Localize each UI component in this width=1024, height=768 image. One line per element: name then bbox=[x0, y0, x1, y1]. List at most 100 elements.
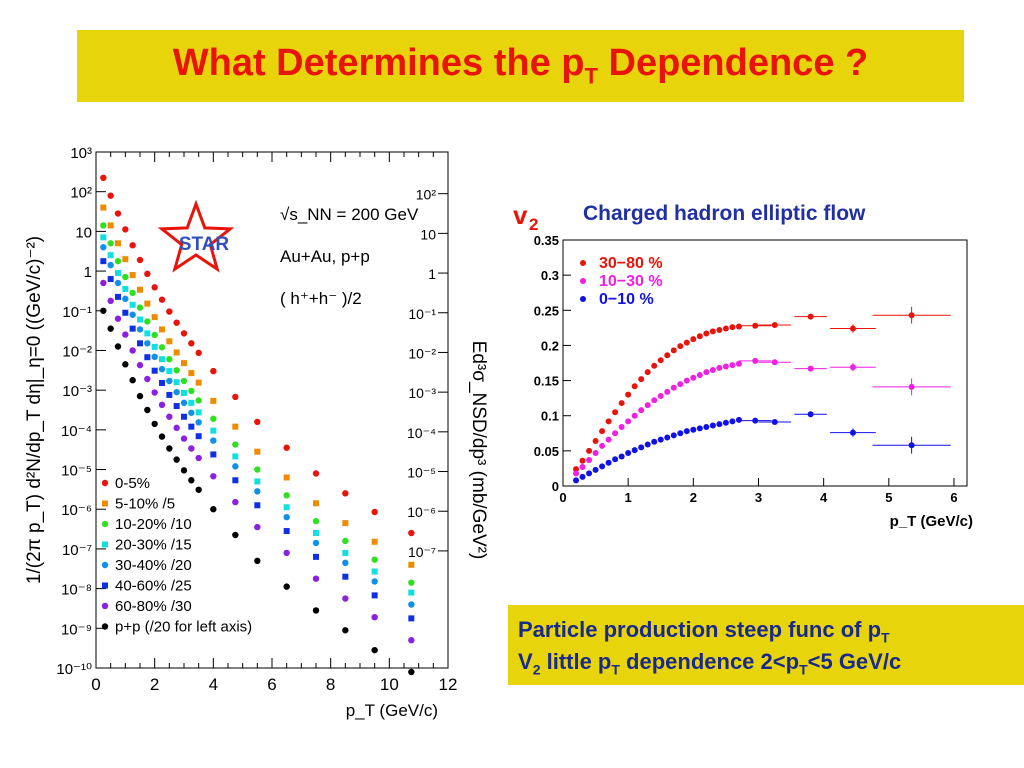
legend-label: 10−30 % bbox=[599, 273, 663, 290]
data-point bbox=[586, 447, 593, 454]
data-point bbox=[166, 391, 173, 398]
y-symbol: v bbox=[513, 200, 528, 230]
data-point bbox=[136, 326, 144, 333]
y-right-tick-label: 10 bbox=[420, 226, 436, 242]
data-point bbox=[722, 419, 729, 426]
data-point bbox=[195, 379, 202, 386]
data-point bbox=[408, 561, 415, 568]
data-point bbox=[210, 451, 217, 458]
data-point bbox=[100, 279, 107, 287]
data-point bbox=[151, 367, 158, 374]
data-point bbox=[371, 578, 378, 585]
data-point bbox=[151, 284, 158, 291]
conclusion-line-1-sub: T bbox=[881, 629, 890, 646]
data-point bbox=[151, 420, 158, 428]
data-point bbox=[100, 234, 107, 241]
legend-marker bbox=[101, 623, 109, 630]
data-point bbox=[173, 403, 180, 410]
data-point bbox=[408, 637, 415, 644]
data-point bbox=[342, 490, 349, 497]
y-right-tick-label: 10² bbox=[416, 187, 437, 203]
y-tick-label: 10⁻⁷ bbox=[62, 542, 92, 559]
data-point bbox=[690, 426, 697, 433]
data-point bbox=[342, 537, 349, 545]
data-point bbox=[408, 668, 415, 676]
data-point bbox=[573, 466, 580, 473]
data-point bbox=[771, 322, 778, 329]
data-point bbox=[114, 315, 122, 322]
data-point bbox=[703, 330, 710, 337]
legend-marker bbox=[101, 602, 109, 610]
x-tick-label: 6 bbox=[950, 490, 957, 505]
data-point bbox=[605, 459, 612, 466]
y-tick-label: 10³ bbox=[70, 145, 92, 162]
data-point bbox=[107, 276, 114, 283]
data-point bbox=[254, 448, 261, 455]
data-point bbox=[908, 442, 915, 449]
data-point bbox=[677, 343, 684, 350]
data-point bbox=[136, 361, 144, 369]
data-point bbox=[696, 425, 703, 432]
data-point bbox=[752, 322, 759, 329]
data-point bbox=[254, 418, 261, 426]
data-point bbox=[181, 413, 187, 420]
spectra-chart-svg: 0 2 4 6 8 10 1210³10²10110⁻¹10⁻²10⁻³10⁻⁴10⁻⁵10… bbox=[24, 145, 489, 720]
x-tick-label: 1 bbox=[625, 490, 632, 505]
data-point bbox=[696, 333, 703, 340]
data-point bbox=[651, 397, 658, 404]
chart-title: Charged hadron elliptic flow bbox=[583, 202, 866, 225]
data-point bbox=[283, 504, 290, 511]
x-tick-label: 6 bbox=[267, 675, 276, 694]
data-point bbox=[599, 463, 606, 470]
data-point bbox=[670, 347, 677, 354]
data-point bbox=[100, 244, 107, 251]
data-point bbox=[188, 387, 195, 395]
data-point bbox=[100, 307, 107, 314]
data-point bbox=[122, 285, 129, 292]
y-tick-label: 0.05 bbox=[534, 444, 559, 459]
data-point bbox=[592, 438, 599, 445]
data-point bbox=[166, 377, 173, 385]
data-point bbox=[342, 595, 349, 602]
legend-marker bbox=[580, 260, 586, 266]
data-point bbox=[254, 557, 261, 565]
data-point bbox=[151, 353, 158, 361]
data-point bbox=[657, 393, 664, 400]
data-point bbox=[612, 430, 619, 437]
data-point bbox=[115, 293, 121, 300]
data-point bbox=[683, 377, 690, 384]
data-point bbox=[312, 517, 320, 525]
data-point bbox=[114, 257, 122, 265]
legend-label: p+p (/20 for left axis) bbox=[115, 619, 252, 636]
spectra-chart: 0 2 4 6 8 10 12 10³ 10² 10 1 10⁻¹ 10⁻² 10⁻³ 10⁻⁴ 10⁻⁵ 10… bbox=[18, 140, 489, 740]
y-tick-label: 10⁻³ bbox=[62, 383, 92, 400]
y-tick-label: 10⁻¹ bbox=[62, 304, 92, 321]
data-point bbox=[232, 441, 239, 448]
data-point bbox=[114, 279, 122, 287]
data-point bbox=[625, 418, 632, 425]
y-tick-label: 10⁻⁹ bbox=[61, 621, 92, 638]
data-point bbox=[371, 538, 378, 545]
data-point bbox=[696, 371, 703, 378]
y-right-tick-label: 10⁻⁷ bbox=[408, 544, 436, 560]
conclusion-line-2-sub3: T bbox=[799, 661, 808, 678]
title-text-main: What Determines the p bbox=[172, 42, 585, 85]
data-point bbox=[144, 340, 151, 347]
y-tick-label: 0 bbox=[552, 479, 559, 494]
data-point bbox=[188, 409, 195, 416]
data-point bbox=[709, 422, 716, 429]
data-point bbox=[114, 210, 122, 217]
data-point bbox=[644, 369, 651, 376]
data-point bbox=[408, 615, 415, 622]
data-point bbox=[342, 627, 349, 634]
data-point bbox=[254, 488, 261, 495]
data-point bbox=[181, 360, 187, 367]
data-point bbox=[683, 428, 690, 435]
data-point bbox=[122, 309, 129, 316]
data-point bbox=[573, 477, 580, 484]
data-point bbox=[144, 330, 151, 337]
data-point bbox=[592, 449, 599, 456]
data-point bbox=[158, 344, 166, 351]
conclusion-line-2-pre: V bbox=[518, 649, 533, 674]
data-point bbox=[254, 523, 261, 531]
